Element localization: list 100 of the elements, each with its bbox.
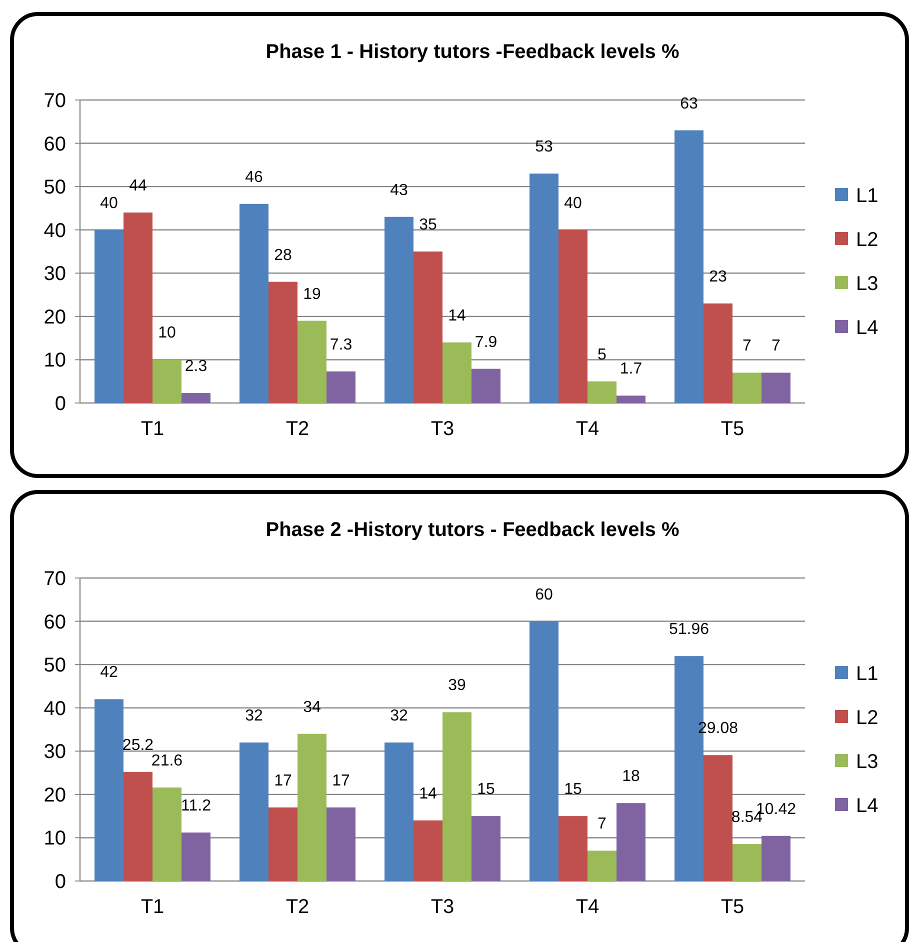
- data-label: 2.3: [184, 358, 208, 376]
- bar: [94, 699, 124, 881]
- bar: [326, 807, 356, 881]
- data-label: 40: [100, 194, 118, 212]
- chart-title: Phase 1 - History tutors -Feedback levels %: [266, 41, 680, 63]
- data-label: 1.7: [620, 360, 642, 378]
- data-label: 32: [390, 707, 408, 724]
- legend-label: L4: [856, 795, 878, 817]
- legend-label: L1: [856, 185, 878, 207]
- y-tick-label: 30: [44, 263, 66, 286]
- bar: [384, 216, 414, 403]
- data-label: 7: [772, 338, 781, 355]
- bar: [326, 371, 356, 403]
- y-tick-label: 70: [44, 568, 66, 590]
- bar: [268, 807, 298, 881]
- bar: [442, 712, 472, 881]
- bar: [124, 212, 152, 403]
- data-label: 42: [100, 664, 118, 682]
- data-label: 5: [598, 346, 607, 364]
- y-tick-label: 60: [44, 133, 66, 156]
- bar: [152, 788, 182, 881]
- bar: [298, 734, 326, 881]
- bar: [674, 130, 704, 403]
- y-tick-label: 10: [44, 350, 66, 372]
- x-tick-label: T2: [286, 418, 310, 440]
- data-label: 7.9: [474, 334, 498, 351]
- bar: [94, 230, 124, 403]
- data-label: 44: [129, 178, 147, 195]
- bar: [182, 393, 210, 403]
- bar: [762, 372, 790, 403]
- legend-label: L3: [856, 273, 878, 295]
- y-tick-label: 70: [44, 90, 66, 112]
- data-label: 11.2: [181, 798, 212, 815]
- bar: [530, 174, 558, 403]
- bar: [240, 204, 268, 403]
- y-tick-label: 20: [44, 784, 66, 806]
- bar: [732, 844, 762, 881]
- bar: [616, 803, 646, 881]
- data-label: 17: [274, 772, 292, 790]
- x-tick-label: T3: [430, 418, 454, 440]
- bar: [124, 772, 152, 881]
- bar: [704, 755, 732, 881]
- data-label: 60: [535, 586, 553, 604]
- y-tick-label: 10: [44, 828, 66, 850]
- bar: [240, 742, 268, 881]
- data-label: 14: [448, 307, 466, 324]
- bar: [268, 282, 298, 403]
- y-tick-label: 0: [54, 871, 66, 893]
- bar: [616, 396, 646, 403]
- legend-label: L1: [856, 663, 878, 685]
- x-tick-label: T2: [286, 896, 310, 918]
- bar: [298, 320, 326, 403]
- bar: [732, 372, 762, 403]
- x-tick-label: T4: [576, 896, 600, 918]
- bar: [384, 742, 414, 881]
- bar: [152, 360, 182, 403]
- bar: [588, 381, 616, 403]
- bar: [442, 342, 472, 403]
- data-label: 39: [448, 677, 466, 694]
- data-label: 46: [245, 168, 263, 186]
- data-label: 63: [680, 95, 698, 112]
- x-tick-label: T5: [720, 418, 744, 440]
- bar: [704, 303, 732, 403]
- bar: [558, 816, 588, 881]
- data-label: 17: [332, 772, 350, 790]
- x-tick-label: T4: [576, 418, 600, 440]
- data-label: 19: [303, 286, 321, 303]
- data-label: 7: [742, 338, 752, 355]
- bar: [472, 368, 500, 403]
- x-tick-label: T1: [140, 418, 164, 440]
- bar: [530, 621, 558, 881]
- data-label: 40: [564, 194, 582, 212]
- y-tick-label: 60: [44, 611, 66, 634]
- y-tick-label: 40: [44, 698, 66, 720]
- bar: [588, 850, 616, 881]
- bar: [414, 252, 442, 403]
- x-tick-label: T5: [720, 896, 744, 918]
- x-tick-label: T1: [140, 896, 164, 918]
- data-label: 35: [419, 216, 437, 234]
- y-tick-label: 40: [44, 220, 66, 242]
- bar: [182, 832, 210, 881]
- data-label: 18: [622, 768, 640, 786]
- y-tick-label: 0: [54, 393, 66, 415]
- bar: [558, 230, 588, 403]
- data-label: 51.96: [668, 621, 710, 638]
- y-tick-label: 20: [44, 306, 66, 328]
- legend-label: L2: [856, 229, 878, 251]
- bar: [414, 820, 442, 881]
- data-label: 15: [564, 781, 582, 798]
- data-label: 14: [419, 785, 437, 802]
- y-tick-label: 50: [44, 176, 66, 199]
- bar: [472, 816, 500, 881]
- data-label: 43: [390, 182, 408, 199]
- data-label: 53: [535, 138, 553, 156]
- data-label: 21.6: [151, 752, 183, 770]
- x-tick-label: T3: [430, 896, 454, 918]
- data-label: 7: [598, 816, 607, 833]
- data-label: 28: [274, 246, 292, 264]
- y-tick-label: 30: [44, 741, 66, 764]
- data-label: 34: [303, 698, 321, 716]
